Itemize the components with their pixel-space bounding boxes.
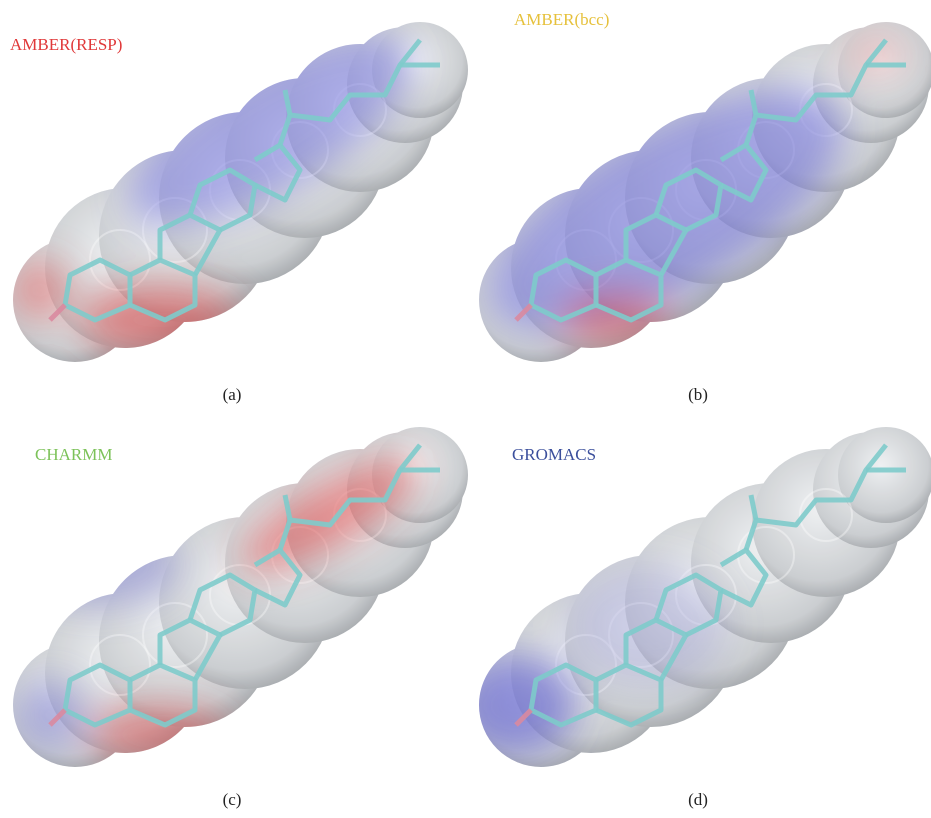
panel-label: GROMACS (512, 445, 596, 464)
panel-caption: (a) (223, 385, 242, 404)
panel-c: CHARMM (c) (13, 427, 468, 809)
panel-label: CHARMM (35, 445, 112, 464)
panel-caption: (c) (223, 790, 242, 809)
panel-caption: (b) (688, 385, 708, 404)
panel-b: AMBER(bcc) (b) (453, 10, 931, 404)
figure: AMBER(RESP) (a) AMBER(bcc) (b) CHARMM (c… (0, 0, 931, 818)
panel-label: AMBER(bcc) (514, 10, 609, 29)
panel-label: AMBER(RESP) (10, 35, 122, 54)
panel-caption: (d) (688, 790, 708, 809)
panel-d: GROMACS (d) (456, 427, 931, 809)
panel-a: AMBER(RESP) (a) (10, 0, 468, 404)
